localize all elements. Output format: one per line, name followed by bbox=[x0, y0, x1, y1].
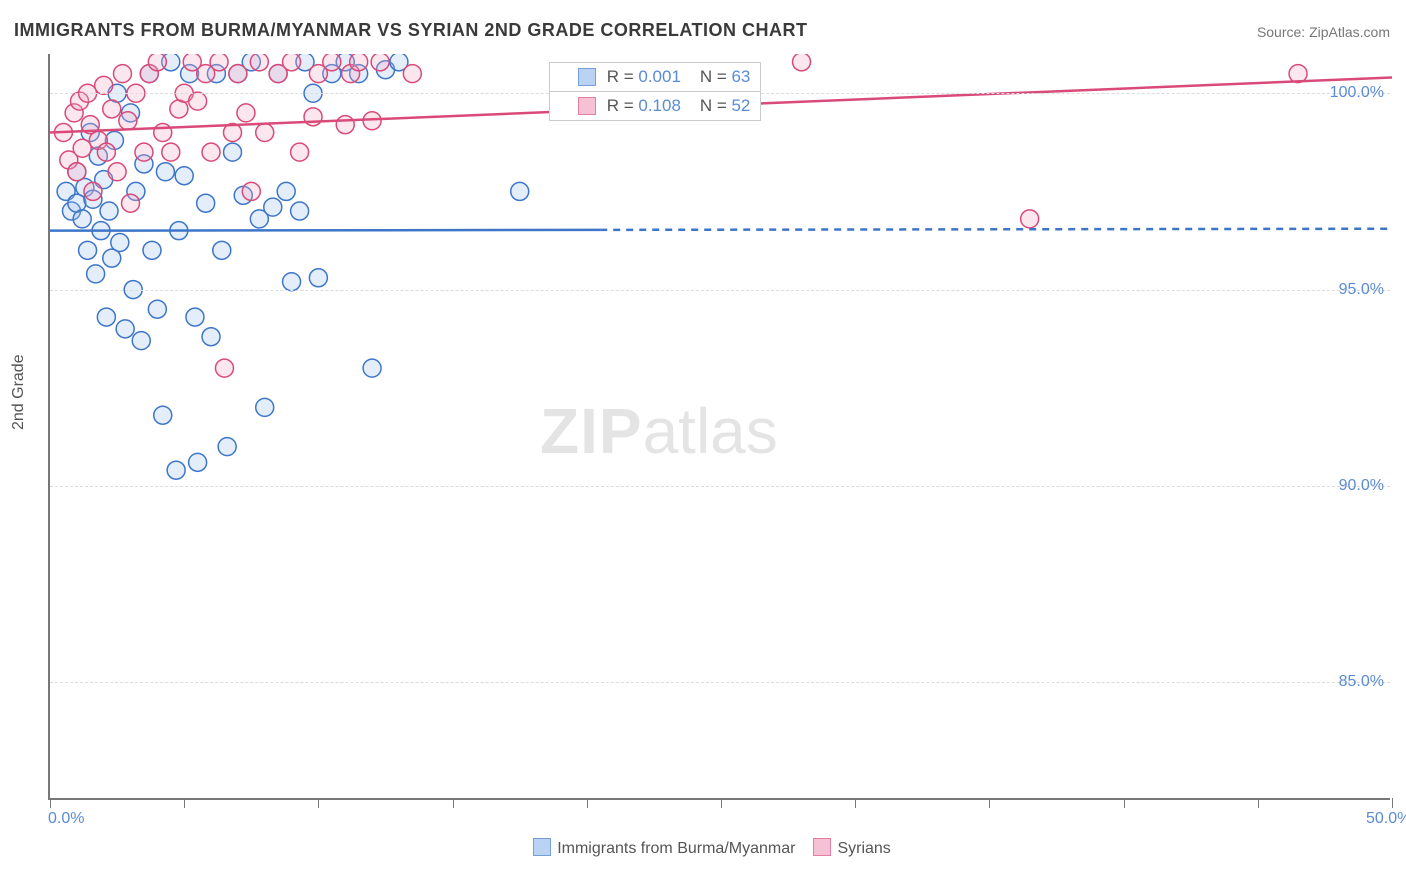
data-point bbox=[250, 54, 268, 71]
legend-label: Immigrants from Burma/Myanmar bbox=[557, 840, 795, 857]
data-point bbox=[242, 182, 260, 200]
x-tick bbox=[318, 798, 319, 808]
data-point bbox=[793, 54, 811, 71]
data-point bbox=[237, 104, 255, 122]
trend-line bbox=[50, 230, 600, 231]
data-point bbox=[189, 453, 207, 471]
correlation-legend: R = 0.001 N = 63 R = 0.108 N = 52 bbox=[549, 62, 761, 121]
data-point bbox=[113, 65, 131, 83]
data-point bbox=[175, 167, 193, 185]
data-point bbox=[135, 143, 153, 161]
x-tick bbox=[721, 798, 722, 808]
data-point bbox=[162, 143, 180, 161]
data-point bbox=[283, 54, 301, 71]
legend-label: Syrians bbox=[837, 840, 890, 857]
data-point bbox=[73, 139, 91, 157]
data-point bbox=[283, 273, 301, 291]
legend-swatch bbox=[813, 838, 831, 856]
data-point bbox=[189, 92, 207, 110]
data-point bbox=[256, 124, 274, 142]
data-point bbox=[143, 241, 161, 259]
trend-line-dashed bbox=[600, 229, 1392, 230]
data-point bbox=[148, 54, 166, 71]
data-point bbox=[167, 461, 185, 479]
y-tick-label: 85.0% bbox=[1339, 673, 1384, 691]
data-point bbox=[511, 182, 529, 200]
gridline bbox=[50, 290, 1390, 291]
x-tick bbox=[1258, 798, 1259, 808]
legend-row: R = 0.108 N = 52 bbox=[550, 92, 760, 120]
data-point bbox=[277, 182, 295, 200]
data-point bbox=[403, 65, 421, 83]
data-point bbox=[97, 143, 115, 161]
scatter-svg bbox=[50, 54, 1392, 800]
data-point bbox=[213, 241, 231, 259]
data-point bbox=[156, 163, 174, 181]
x-tick bbox=[1392, 798, 1393, 808]
series-legend: Immigrants from Burma/Myanmar Syrians bbox=[0, 838, 1406, 858]
x-tick bbox=[989, 798, 990, 808]
x-tick-label: 0.0% bbox=[48, 810, 84, 828]
data-point bbox=[154, 406, 172, 424]
x-tick bbox=[855, 798, 856, 808]
x-tick bbox=[184, 798, 185, 808]
x-tick bbox=[50, 798, 51, 808]
source-label: Source: ZipAtlas.com bbox=[1257, 24, 1390, 40]
data-point bbox=[186, 308, 204, 326]
data-point bbox=[73, 210, 91, 228]
data-point bbox=[363, 359, 381, 377]
data-point bbox=[1021, 210, 1039, 228]
data-point bbox=[111, 233, 129, 251]
data-point bbox=[79, 241, 97, 259]
data-point bbox=[202, 328, 220, 346]
legend-swatch bbox=[533, 838, 551, 856]
gridline bbox=[50, 682, 1390, 683]
legend-row: R = 0.001 N = 63 bbox=[550, 63, 760, 92]
data-point bbox=[350, 54, 368, 71]
x-tick bbox=[453, 798, 454, 808]
data-point bbox=[122, 194, 140, 212]
data-point bbox=[291, 143, 309, 161]
data-point bbox=[291, 202, 309, 220]
data-point bbox=[154, 124, 172, 142]
data-point bbox=[210, 54, 228, 71]
data-point bbox=[148, 300, 166, 318]
data-point bbox=[116, 320, 134, 338]
data-point bbox=[309, 269, 327, 287]
data-point bbox=[84, 182, 102, 200]
data-point bbox=[95, 76, 113, 94]
data-point bbox=[132, 332, 150, 350]
data-point bbox=[103, 100, 121, 118]
data-point bbox=[218, 438, 236, 456]
data-point bbox=[108, 163, 126, 181]
chart-title: IMMIGRANTS FROM BURMA/MYANMAR VS SYRIAN … bbox=[14, 20, 808, 41]
y-axis-label: 2nd Grade bbox=[10, 354, 28, 430]
data-point bbox=[336, 116, 354, 134]
x-tick bbox=[1124, 798, 1125, 808]
data-point bbox=[264, 198, 282, 216]
data-point bbox=[119, 112, 137, 130]
data-point bbox=[87, 265, 105, 283]
data-point bbox=[197, 194, 215, 212]
data-point bbox=[323, 54, 341, 71]
data-point bbox=[68, 163, 86, 181]
y-tick-label: 95.0% bbox=[1339, 281, 1384, 299]
y-tick-label: 90.0% bbox=[1339, 477, 1384, 495]
data-point bbox=[100, 202, 118, 220]
plot-area: ZIPatlas 85.0%90.0%95.0%100.0% bbox=[48, 54, 1390, 800]
data-point bbox=[97, 308, 115, 326]
data-point bbox=[256, 398, 274, 416]
x-tick bbox=[587, 798, 588, 808]
data-point bbox=[215, 359, 233, 377]
data-point bbox=[202, 143, 220, 161]
gridline bbox=[50, 486, 1390, 487]
x-tick-label: 50.0% bbox=[1366, 810, 1406, 828]
y-tick-label: 100.0% bbox=[1330, 84, 1384, 102]
data-point bbox=[371, 54, 389, 71]
data-point bbox=[229, 65, 247, 83]
data-point bbox=[224, 143, 242, 161]
